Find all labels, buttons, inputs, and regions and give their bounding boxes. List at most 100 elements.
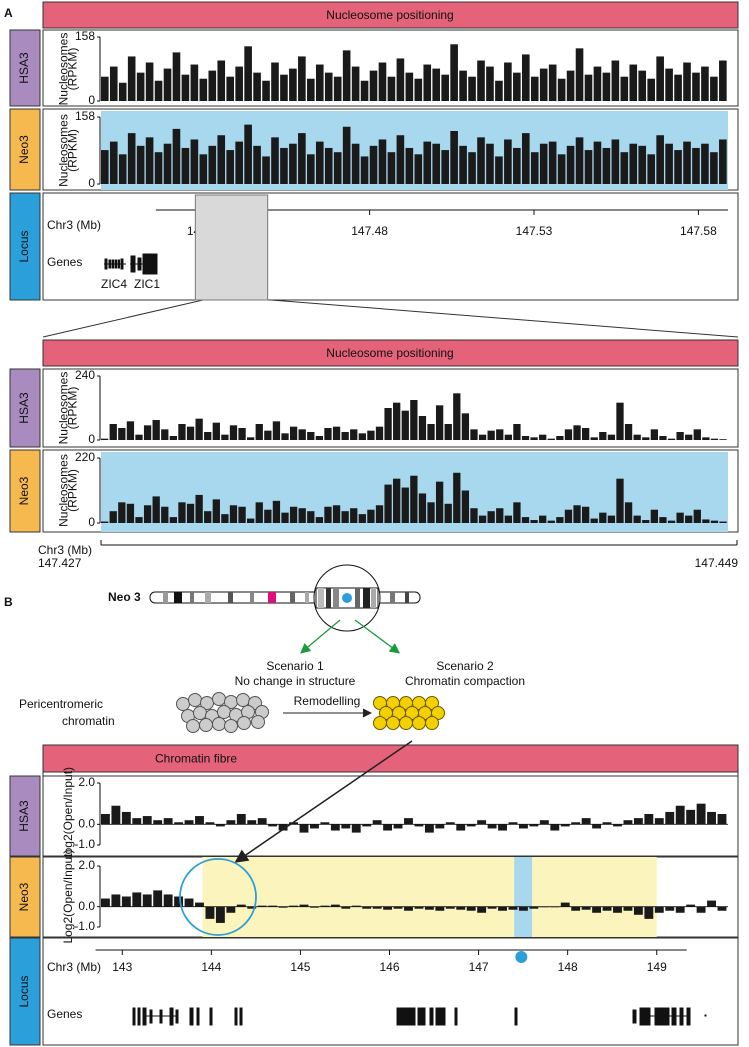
- x-tick-label: 143: [112, 960, 132, 974]
- signal-bar: [650, 429, 658, 440]
- signal-bar: [459, 70, 467, 101]
- x-tick-label: 144: [201, 960, 221, 974]
- signal-bar: [396, 135, 405, 184]
- signal-bar: [550, 824, 560, 831]
- signal-bar: [573, 425, 581, 440]
- signal-bar: [496, 508, 504, 523]
- signal-bar: [163, 143, 172, 184]
- signal-bar: [633, 906, 643, 915]
- x-tick-label: 147.58: [680, 224, 717, 238]
- signal-bar: [496, 429, 504, 440]
- signal-bar: [195, 816, 204, 825]
- signal-bar: [244, 46, 252, 101]
- signal-bar: [477, 137, 485, 184]
- signal-bar: [271, 137, 279, 184]
- track-label-box: [9, 775, 41, 857]
- signal-bar: [118, 502, 126, 523]
- track-label: Neo3: [17, 882, 31, 911]
- signal-bar: [692, 72, 700, 101]
- signal-bar: [521, 54, 530, 101]
- signal-bar: [186, 503, 195, 523]
- y-axis-label: Nucleosomes: [57, 114, 71, 187]
- signal-bar: [444, 503, 452, 523]
- signal-bar: [674, 150, 682, 184]
- signal-bar: [590, 437, 598, 440]
- signal-bar: [118, 82, 127, 101]
- bead: [412, 716, 426, 730]
- track-label: HSA3: [17, 392, 31, 424]
- highlight-region: [202, 857, 657, 937]
- signal-bar: [547, 438, 555, 440]
- signal-bar: [710, 152, 718, 184]
- signal-bar: [186, 426, 195, 440]
- x-tick-label: 148: [558, 960, 578, 974]
- signal-bar: [477, 60, 485, 101]
- panel-label: B: [4, 595, 13, 609]
- signal-bar: [111, 805, 121, 825]
- left-label: chromatin: [62, 714, 115, 728]
- signal-bar: [109, 511, 117, 523]
- track-label: HSA3: [17, 800, 31, 832]
- signal-bar: [504, 434, 512, 440]
- bead: [399, 716, 413, 730]
- signal-bar: [253, 145, 261, 184]
- track-label: Locus: [17, 975, 31, 1007]
- signal-bar: [247, 906, 257, 909]
- signal-bar: [215, 824, 225, 827]
- signal-bar: [468, 76, 476, 101]
- signal-bar: [450, 130, 458, 184]
- signal-bar: [530, 520, 538, 523]
- x-tick-label: 147.449: [695, 556, 739, 570]
- track-label: HSA3: [17, 52, 31, 84]
- signal-bar: [341, 432, 349, 440]
- signal-bar: [683, 62, 691, 101]
- y-axis-label: (RPKM): [66, 387, 80, 430]
- signal-bar: [564, 429, 573, 440]
- signal-bar: [262, 156, 270, 184]
- signal-bar: [101, 76, 109, 101]
- signal-bar: [550, 906, 560, 908]
- panel-title: Nucleosome positioning: [326, 346, 453, 360]
- y-tick-label: 158: [75, 29, 95, 43]
- signal-bar: [204, 432, 212, 440]
- signal-bar: [195, 902, 204, 907]
- y-tick-label: 220: [75, 450, 95, 464]
- signal-bar: [199, 78, 208, 101]
- signal-bar: [244, 124, 252, 184]
- signal-bar: [289, 506, 298, 523]
- signal-bar: [190, 64, 199, 101]
- signal-bar: [121, 811, 131, 825]
- y-tick-label: 2.0: [78, 775, 95, 789]
- signal-bar: [519, 906, 528, 911]
- signal-bar: [396, 58, 405, 101]
- signal-bar: [169, 517, 178, 523]
- signal-bar: [109, 424, 117, 440]
- signal-bar: [556, 517, 564, 523]
- signal-bar: [350, 429, 358, 440]
- signal-bar: [519, 824, 528, 829]
- signal-bar: [435, 824, 445, 829]
- signal-bar: [351, 143, 360, 184]
- chromosome-name: Neo 3: [108, 590, 141, 604]
- signal-bar: [450, 44, 458, 101]
- signal-bar: [145, 137, 154, 184]
- signal-bar: [445, 906, 455, 909]
- signal-bar: [513, 147, 521, 184]
- signal-bar: [136, 145, 145, 184]
- signal-bar: [101, 150, 109, 184]
- signal-bar: [667, 520, 676, 523]
- signal-bar: [298, 56, 306, 101]
- signal-bar: [487, 511, 495, 523]
- track-label-box: [9, 29, 41, 107]
- signal-bar: [602, 906, 612, 911]
- y-tick-label: 0.0: [78, 817, 95, 831]
- signal-bar: [513, 502, 521, 523]
- signal-bar: [696, 906, 706, 913]
- bead: [386, 716, 400, 730]
- signal-bar: [644, 906, 654, 919]
- signal-bar: [190, 139, 199, 184]
- signal-bar: [195, 494, 203, 523]
- y-axis-label: (RPKM): [66, 469, 80, 512]
- signal-bar: [405, 147, 414, 184]
- signal-bar: [315, 64, 324, 101]
